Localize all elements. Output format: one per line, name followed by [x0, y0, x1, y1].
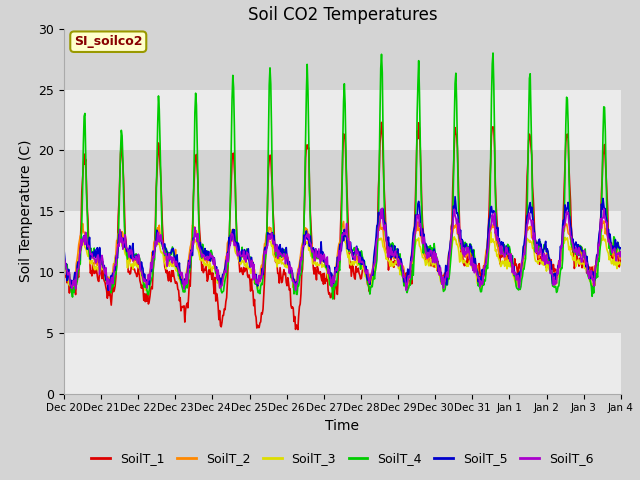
SoilT_5 [617, 245, 625, 251]
SoilT_6 [428, 250, 436, 255]
Bar [64, 272, 621, 333]
Bar [64, 29, 621, 90]
SoilT_1 [127, 263, 135, 268]
SoilT_5 [185, 257, 193, 263]
Text: SI_soilco2: SI_soilco2 [74, 35, 143, 48]
SoilT_2 [127, 252, 135, 258]
SoilT_2 [185, 255, 193, 261]
Bar [64, 211, 621, 272]
SoilT_2 [214, 269, 222, 275]
Line: SoilT_1: SoilT_1 [64, 122, 621, 330]
SoilT_1 [214, 294, 221, 300]
SoilT_5 [428, 253, 435, 259]
SoilT_3 [428, 257, 435, 263]
SoilT_6 [412, 228, 419, 233]
SoilT_3 [128, 261, 136, 267]
SoilT_4 [214, 273, 221, 278]
Title: Soil CO2 Temperatures: Soil CO2 Temperatures [248, 6, 437, 24]
SoilT_6 [214, 267, 222, 273]
Bar [64, 90, 621, 150]
Line: SoilT_5: SoilT_5 [64, 197, 621, 290]
SoilT_4 [70, 289, 78, 295]
SoilT_6 [185, 260, 193, 265]
X-axis label: Time: Time [325, 419, 360, 433]
SoilT_5 [70, 275, 78, 281]
SoilT_5 [451, 194, 459, 200]
SoilT_3 [70, 286, 78, 292]
SoilT_4 [428, 249, 435, 255]
SoilT_6 [60, 256, 68, 262]
SoilT_6 [70, 282, 78, 288]
SoilT_1 [184, 305, 192, 311]
SoilT_1 [70, 288, 78, 294]
Line: SoilT_6: SoilT_6 [64, 208, 621, 290]
SoilT_4 [184, 281, 192, 287]
SoilT_4 [617, 253, 625, 259]
SoilT_6 [106, 288, 113, 293]
SoilT_3 [214, 279, 222, 285]
SoilT_1 [412, 190, 419, 196]
SoilT_4 [489, 50, 497, 56]
SoilT_4 [127, 254, 135, 260]
Line: SoilT_4: SoilT_4 [64, 53, 621, 299]
SoilT_1 [428, 253, 436, 259]
SoilT_3 [107, 288, 115, 294]
SoilT_1 [378, 120, 385, 125]
SoilT_5 [60, 247, 68, 252]
SoilT_4 [60, 262, 68, 267]
SoilT_3 [411, 243, 419, 249]
SoilT_2 [376, 213, 384, 219]
SoilT_2 [412, 231, 419, 237]
SoilT_5 [214, 276, 222, 282]
SoilT_1 [294, 327, 301, 333]
Bar [64, 333, 621, 394]
SoilT_5 [104, 288, 112, 293]
SoilT_1 [617, 251, 625, 257]
SoilT_5 [128, 245, 136, 251]
SoilT_6 [617, 249, 625, 254]
SoilT_2 [617, 256, 625, 262]
SoilT_6 [378, 205, 386, 211]
SoilT_3 [60, 263, 68, 268]
SoilT_3 [617, 262, 625, 268]
SoilT_4 [411, 244, 419, 250]
SoilT_4 [329, 296, 337, 302]
Line: SoilT_3: SoilT_3 [64, 232, 621, 291]
SoilT_3 [487, 229, 495, 235]
SoilT_2 [70, 278, 78, 284]
SoilT_1 [60, 263, 68, 269]
SoilT_6 [128, 250, 136, 255]
Y-axis label: Soil Temperature (C): Soil Temperature (C) [19, 140, 33, 282]
SoilT_2 [428, 253, 436, 259]
SoilT_2 [179, 286, 187, 291]
SoilT_2 [60, 267, 68, 273]
Legend: SoilT_1, SoilT_2, SoilT_3, SoilT_4, SoilT_5, SoilT_6: SoilT_1, SoilT_2, SoilT_3, SoilT_4, Soil… [86, 447, 598, 470]
Bar [64, 150, 621, 211]
Line: SoilT_2: SoilT_2 [64, 216, 621, 288]
SoilT_3 [185, 259, 193, 264]
SoilT_5 [411, 223, 419, 229]
